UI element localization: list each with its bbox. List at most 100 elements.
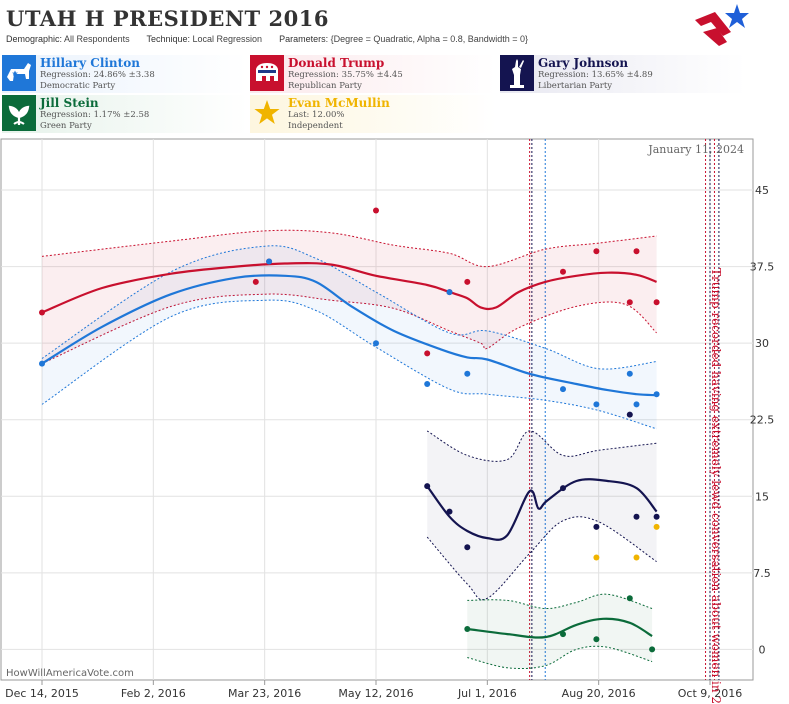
data-point bbox=[373, 207, 379, 214]
data-point bbox=[653, 513, 660, 520]
data-point bbox=[464, 544, 471, 551]
parameters-bar: Demographic: All Respondents Technique: … bbox=[6, 34, 528, 44]
trend-line bbox=[467, 617, 653, 639]
data-point bbox=[464, 626, 471, 632]
data-point bbox=[424, 381, 431, 387]
candidate-party: Republican Party bbox=[288, 81, 362, 91]
trend-line bbox=[426, 478, 658, 541]
candidate-regression: Regression: 1.17% ±2.58 bbox=[40, 110, 150, 120]
x-tick-label: Oct 9, 2016 bbox=[678, 687, 743, 700]
x-tick-label: Mar 23, 2016 bbox=[228, 687, 301, 700]
data-point bbox=[464, 370, 471, 377]
data-point bbox=[464, 278, 471, 285]
trend-line bbox=[41, 262, 657, 314]
data-point bbox=[266, 258, 273, 265]
candidate-name: Hillary Clinton bbox=[40, 56, 140, 70]
parameters-label: Parameters: bbox=[279, 34, 329, 44]
candidate-party: Independent bbox=[288, 121, 343, 131]
candidate-name: Jill Stein bbox=[40, 96, 99, 110]
y-tick-label: 15 bbox=[755, 490, 769, 503]
candidate-card[interactable]: Hillary Clinton Regression: 24.86% ±3.38 D… bbox=[2, 55, 248, 93]
data-point bbox=[560, 386, 566, 393]
confidence-band bbox=[427, 430, 657, 600]
data-point bbox=[593, 248, 600, 255]
band-lower-line bbox=[426, 516, 657, 601]
candidate-card[interactable]: Jill Stein Regression: 1.17% ±2.58 Green P… bbox=[2, 95, 248, 133]
x-tick-label: Aug 20, 2016 bbox=[562, 687, 636, 700]
candidate-regression: Last: 12.00% bbox=[288, 110, 345, 120]
candidate-party: Libertarian Party bbox=[538, 81, 613, 91]
y-tick-label: 45 bbox=[755, 184, 769, 197]
data-point bbox=[633, 513, 640, 520]
data-point bbox=[633, 401, 640, 408]
y-tick-label: 22.5 bbox=[750, 414, 775, 427]
watermark[interactable]: HowWillAmericaVote.com bbox=[6, 668, 134, 679]
event-annotation: Trump recorded having extremely lewd con… bbox=[709, 268, 723, 704]
x-tick-label: Jul 1, 2016 bbox=[457, 687, 517, 700]
data-point bbox=[560, 268, 566, 275]
data-point bbox=[424, 350, 431, 357]
data-point bbox=[653, 391, 660, 398]
band-lower-line bbox=[41, 299, 657, 430]
current-date-label: January 11, 2024 bbox=[648, 143, 744, 156]
data-point bbox=[633, 248, 640, 255]
data-point bbox=[626, 299, 633, 306]
site-logo-icon[interactable] bbox=[693, 2, 751, 48]
data-point bbox=[560, 485, 566, 492]
donkey-icon bbox=[2, 55, 36, 91]
y-tick-label: 37.5 bbox=[750, 261, 775, 274]
band-lower-line bbox=[41, 293, 657, 365]
candidate-regression: Regression: 24.86% ±3.38 bbox=[40, 70, 155, 80]
band-lower-line bbox=[467, 645, 653, 670]
data-point bbox=[424, 483, 431, 490]
data-point bbox=[560, 631, 566, 638]
data-point bbox=[653, 523, 660, 530]
candidate-party: Green Party bbox=[40, 121, 92, 131]
candidate-card[interactable]: Donald Trump Regression: 35.75% ±4.45 Repu… bbox=[250, 55, 496, 93]
data-point bbox=[593, 554, 600, 561]
header: UTAH H PRESIDENT 2016 Demographic: All R… bbox=[0, 0, 789, 52]
data-point bbox=[626, 595, 633, 602]
technique-value[interactable]: Local Regression bbox=[192, 34, 263, 44]
candidate-name: Evan McMullin bbox=[288, 96, 390, 110]
data-point bbox=[446, 289, 453, 296]
demographic-label: Demographic: bbox=[6, 34, 63, 44]
page-title: UTAH H PRESIDENT 2016 bbox=[6, 6, 329, 31]
data-point bbox=[446, 508, 453, 515]
leaf-icon bbox=[2, 95, 36, 131]
data-point bbox=[252, 278, 259, 285]
data-point bbox=[649, 646, 656, 653]
data-point bbox=[373, 340, 379, 347]
candidate-regression: Regression: 35.75% ±4.45 bbox=[288, 70, 403, 80]
candidate-card[interactable]: Evan McMullin Last: 12.00% Independent bbox=[250, 95, 496, 133]
candidate-regression: Regression: 13.65% ±4.89 bbox=[538, 70, 653, 80]
y-tick-label: 7.5 bbox=[753, 567, 771, 580]
demographic-value[interactable]: All Respondents bbox=[64, 34, 130, 44]
trend-line bbox=[41, 274, 657, 397]
x-tick-label: Dec 14, 2015 bbox=[5, 687, 79, 700]
elephant-icon bbox=[250, 55, 284, 91]
candidate-card[interactable]: Gary Johnson Regression: 13.65% ±4.89 Libe… bbox=[500, 55, 746, 93]
x-tick-label: Feb 2, 2016 bbox=[121, 687, 186, 700]
data-point bbox=[39, 360, 45, 367]
x-tick-label: May 12, 2016 bbox=[338, 687, 413, 700]
statue-of-liberty-icon bbox=[500, 55, 534, 91]
technique-label: Technique: bbox=[146, 34, 190, 44]
data-point bbox=[626, 411, 633, 418]
y-tick-label: 30 bbox=[755, 337, 769, 350]
y-tick-label: 0 bbox=[759, 643, 766, 656]
data-point bbox=[593, 523, 600, 530]
plot-frame bbox=[0, 138, 754, 681]
data-point bbox=[39, 309, 45, 316]
candidate-name: Donald Trump bbox=[288, 56, 385, 70]
data-point bbox=[626, 370, 633, 377]
candidate-party: Democratic Party bbox=[40, 81, 116, 91]
confidence-band bbox=[42, 245, 657, 429]
band-upper-line bbox=[426, 430, 657, 462]
parameters-value[interactable]: {Degree = Quadratic, Alpha = 0.8, Bandwi… bbox=[330, 34, 529, 44]
data-point bbox=[593, 401, 600, 408]
star-icon bbox=[250, 95, 284, 131]
candidate-name: Gary Johnson bbox=[538, 56, 629, 70]
data-point bbox=[653, 299, 660, 306]
confidence-band bbox=[42, 230, 657, 364]
